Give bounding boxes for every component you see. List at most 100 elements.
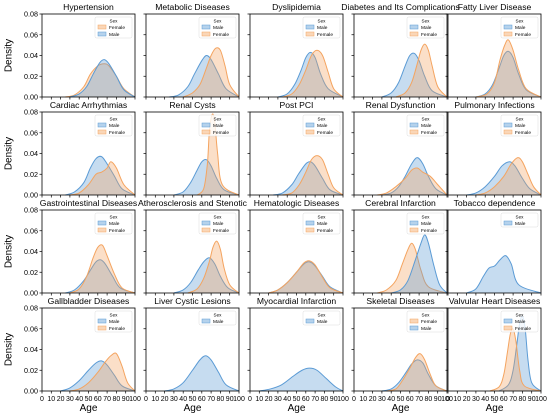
- x-tick-label: 10: [255, 396, 263, 403]
- y-axis-label: Density: [4, 235, 15, 268]
- x-tick-label: 90: [434, 396, 442, 403]
- x-tick-label: 90: [330, 396, 338, 403]
- legend-title: Sex: [214, 214, 223, 219]
- legend-title: Sex: [516, 214, 525, 219]
- x-tick-label: 30: [170, 396, 178, 403]
- x-axis-label: Age: [80, 403, 98, 414]
- density-area-male: [499, 316, 541, 391]
- legend-title: Sex: [318, 214, 327, 219]
- x-tick-label: 90: [528, 396, 536, 403]
- legend-label: Male: [213, 25, 224, 31]
- legend-label: Male: [515, 221, 526, 227]
- density-line-male: [391, 234, 448, 294]
- density-area-female: [197, 113, 239, 195]
- x-tick-label: 70: [509, 396, 517, 403]
- density-area-male: [164, 355, 239, 391]
- legend-label: Female: [421, 319, 437, 325]
- panel-title: Dyslipidemia: [272, 2, 321, 12]
- panel-title: Gallbladder Diseases: [48, 296, 130, 306]
- panel-title: Renal Cysts: [169, 100, 215, 110]
- density-line-female: [187, 240, 240, 294]
- density-line-female: [69, 352, 136, 392]
- x-tick-label: 90: [122, 396, 130, 403]
- x-tick-label: 40: [75, 396, 83, 403]
- panel-16: Gallbladder Diseases 0.00 0.02 0.04 0.06 0.08…: [24, 296, 141, 403]
- density-line-male: [381, 359, 448, 392]
- panel-title: Cerebral Infarction: [365, 198, 436, 208]
- legend-label: Female: [213, 130, 229, 136]
- legend-swatch: [97, 31, 107, 37]
- density-line-male: [65, 259, 136, 294]
- density-line-female: [282, 155, 344, 196]
- legend-title: Sex: [516, 312, 525, 317]
- panel-title: Metabolic Diseases: [155, 2, 230, 12]
- legend-swatch: [305, 220, 315, 226]
- x-tick-label: 80: [217, 396, 225, 403]
- density-line-male: [466, 161, 542, 196]
- legend-title: Sex: [214, 18, 223, 23]
- x-tick-label: 70: [415, 396, 423, 403]
- x-tick-label: 60: [94, 396, 102, 403]
- legend-swatch: [409, 227, 419, 233]
- panel-title: Myocardial Infarction: [257, 296, 337, 306]
- x-tick-label: 50: [189, 396, 197, 403]
- panel-18: Myocardial Infarction 0 10 20 30 40 50 60 70 80 90…: [247, 296, 349, 403]
- legend-label: Female: [109, 25, 125, 31]
- x-tick-label: 10: [151, 396, 159, 403]
- legend-swatch: [305, 129, 315, 135]
- x-tick-label: 80: [321, 396, 329, 403]
- legend-label: Female: [213, 32, 229, 38]
- density-line-female: [475, 39, 542, 98]
- x-tick-label: 100: [535, 396, 547, 403]
- legend-swatch: [503, 129, 513, 135]
- x-tick-label: 20: [265, 396, 273, 403]
- y-tick-label: 0.02: [24, 268, 38, 277]
- x-tick-label: 0: [446, 396, 450, 403]
- x-tick-label: 70: [207, 396, 215, 403]
- legend-swatch: [409, 122, 419, 128]
- y-tick-label: 0.08: [24, 206, 38, 215]
- density-area-male: [268, 261, 343, 293]
- y-tick-label: 0.08: [24, 10, 38, 19]
- legend-title: Sex: [516, 116, 525, 121]
- density-area-female: [386, 353, 447, 391]
- y-axis-label: Density: [4, 39, 15, 72]
- y-tick-label: 0.06: [24, 128, 38, 137]
- legend-label: Male: [421, 25, 432, 31]
- legend-label: Male: [421, 123, 432, 129]
- legend-swatch: [305, 227, 315, 233]
- legend-swatch: [97, 24, 107, 30]
- x-tick-label: 70: [103, 396, 111, 403]
- density-line-male: [173, 159, 240, 196]
- y-tick-label: 0.00: [24, 93, 38, 102]
- legend-label: Male: [213, 221, 224, 227]
- panel-title: Post PCI: [280, 100, 314, 110]
- legend-swatch: [503, 325, 513, 331]
- y-tick-label: 0.04: [24, 149, 38, 158]
- legend-swatch: [409, 325, 419, 331]
- density-line-male: [164, 355, 240, 392]
- legend-swatch: [503, 122, 513, 128]
- x-tick-label: 20: [369, 396, 377, 403]
- legend-swatch: [305, 318, 315, 324]
- legend-swatch: [503, 24, 513, 30]
- density-area-female: [268, 260, 343, 293]
- legend-label: Female: [109, 228, 125, 234]
- x-tick-label: 30: [274, 396, 282, 403]
- x-tick-label: 100: [129, 396, 141, 403]
- x-tick-label: 90: [226, 396, 234, 403]
- density-line-male: [381, 52, 448, 98]
- x-tick-label: 80: [113, 396, 121, 403]
- x-tick-label: 30: [66, 396, 74, 403]
